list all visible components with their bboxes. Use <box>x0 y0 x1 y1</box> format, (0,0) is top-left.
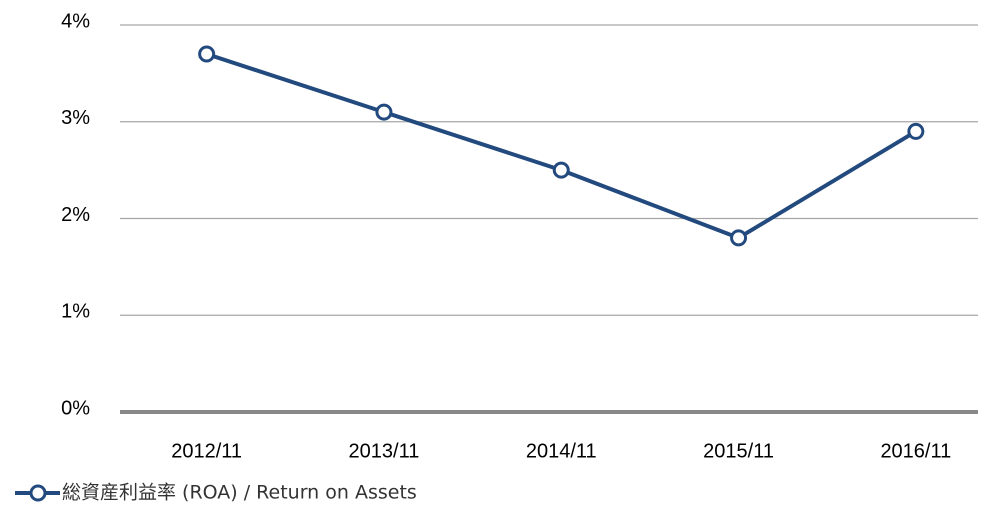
y-tick-label: 4% <box>61 10 90 32</box>
y-tick-label: 3% <box>61 107 90 129</box>
y-tick-label: 2% <box>61 204 90 226</box>
x-tick-label: 2015/11 <box>703 440 774 462</box>
point-marker <box>730 229 748 247</box>
point-marker <box>907 122 925 140</box>
point-marker <box>552 161 570 179</box>
y-tick-label: 1% <box>61 301 90 323</box>
point-marker <box>375 103 393 121</box>
y-tick-label: 0% <box>61 397 90 419</box>
point-marker <box>198 45 216 63</box>
x-tick-label: 2012/11 <box>171 440 242 462</box>
legend-marker <box>29 484 47 502</box>
x-tick-label: 2013/11 <box>349 440 420 462</box>
x-tick-label: 2014/11 <box>526 440 597 462</box>
series-line <box>206 52 917 240</box>
legend-label: 総資産利益率 (ROA) / Return on Assets <box>62 482 417 504</box>
x-tick-label: 2016/11 <box>880 440 951 462</box>
